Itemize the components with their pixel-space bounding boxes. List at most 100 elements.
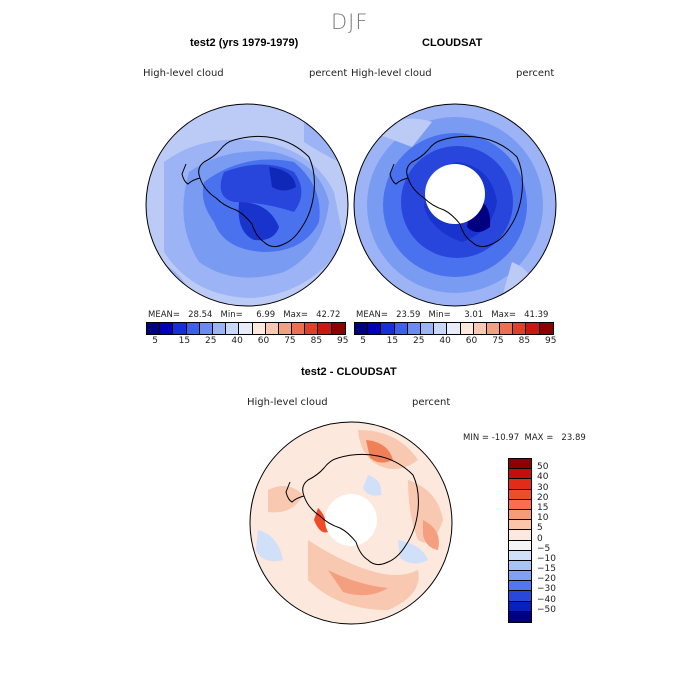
diff-colorbar-swatch [509, 581, 531, 592]
diff-colorbar-swatch [509, 601, 531, 612]
diff-colorbar-swatch [509, 550, 531, 561]
diff-colorbar-label: −20 [537, 574, 556, 585]
colorbar-swatch [173, 323, 187, 334]
colorbar-tick-label: 95 [545, 336, 557, 346]
colorbar-tick-label: 40 [439, 336, 451, 346]
panel2-variable-label: High-level cloud [351, 68, 432, 79]
diff-colorbar-label: −40 [537, 594, 556, 605]
panel2-antarctica-coastline [389, 135, 523, 248]
colorbar-tick-label: 25 [412, 336, 425, 346]
diff-colorbar-swatch [509, 591, 531, 602]
colorbar-swatch [226, 323, 240, 334]
diff-colorbar-label: 10 [537, 513, 549, 524]
colorbar-swatch [500, 323, 514, 334]
colorbar-tick-label: 75 [492, 336, 504, 346]
panel1-polar-map [145, 103, 349, 307]
colorbar-tick-label: 60 [257, 336, 270, 346]
diff-colorbar-swatch [509, 469, 531, 480]
colorbar-swatch [239, 323, 253, 334]
page-title: DJF [331, 10, 369, 34]
colorbar-swatch [381, 323, 395, 334]
panel1-stats: MEAN= 28.54 Min= 6.99 Max= 42.72 [148, 310, 341, 320]
diff-title: test2 - CLOUDSAT [301, 366, 397, 378]
colorbar-swatch [407, 323, 421, 334]
colorbar-swatch [160, 323, 174, 334]
diff-missing-data-hole [325, 494, 377, 546]
colorbar-swatch [434, 323, 448, 334]
colorbar-tick-label: 85 [310, 336, 323, 346]
colorbar-swatch [199, 323, 213, 334]
diff-colorbar-label: 20 [537, 492, 549, 503]
diff-colorbar-swatch [509, 499, 531, 510]
diff-variable-label: High-level cloud [247, 397, 328, 408]
diff-minmax: MIN = -10.97 MAX = 23.89 [463, 433, 586, 443]
panel2-title: CLOUDSAT [422, 37, 483, 49]
colorbar-tick-label: 15 [178, 336, 191, 346]
colorbar-swatch [368, 323, 382, 334]
colorbar-swatch [212, 323, 227, 334]
panel2-stats: MEAN= 23.59 Min= 3.01 Max= 41.39 [356, 310, 549, 320]
diff-colorbar [508, 458, 532, 623]
colorbar-swatch [473, 323, 487, 334]
diff-colorbar-label: −15 [537, 564, 556, 575]
colorbar-tick-label: 75 [284, 336, 296, 346]
diff-colorbar-label: 15 [537, 502, 549, 513]
colorbar-swatch [318, 323, 332, 334]
diff-colorbar-swatch [509, 530, 531, 541]
colorbar-tick-label: 5 [152, 336, 158, 346]
colorbar-swatch [460, 323, 474, 334]
diff-colorbar-swatch [509, 540, 531, 551]
colorbar-tick-label: 60 [465, 336, 478, 346]
panel1-colorbar-ticks: 5 15 25 40 60 75 85 95 [146, 336, 348, 348]
diff-colorbar-labels: 50 40 30 20 15 10 5 0 −5 −10 −15 −20 −30 −40 −50 [537, 458, 577, 621]
diff-antarctica-coastline [285, 453, 419, 566]
panel2-colorbar [354, 322, 554, 335]
panel2-colorbar-ticks: 5 15 25 40 60 75 85 95 [354, 336, 556, 348]
diff-colorbar-label: 50 [537, 462, 549, 473]
colorbar-swatch [265, 323, 279, 334]
colorbar-tick-label: 5 [360, 336, 366, 346]
panel2-units-label: percent [516, 68, 555, 79]
colorbar-swatch [447, 323, 461, 334]
colorbar-tick-label: 15 [386, 336, 399, 346]
diff-colorbar-swatch [509, 509, 531, 521]
panel2-polar-map [353, 103, 557, 307]
diff-colorbar-label: −30 [537, 584, 556, 595]
diff-colorbar-label: 5 [537, 523, 543, 534]
diff-colorbar-swatch [509, 520, 531, 531]
diff-colorbar-label: −5 [537, 543, 551, 554]
colorbar-swatch [539, 323, 553, 334]
diff-colorbar-swatch [509, 611, 531, 622]
diff-colorbar-label: 0 [537, 533, 543, 544]
colorbar-swatch [331, 323, 345, 334]
diff-colorbar-swatch [509, 459, 531, 470]
colorbar-swatch [513, 323, 527, 334]
colorbar-swatch [292, 323, 306, 334]
panel1-title: test2 (yrs 1979-1979) [190, 37, 299, 49]
panel2-missing-data-hole [425, 164, 485, 224]
colorbar-swatch [278, 323, 293, 334]
diff-polar-map [249, 421, 453, 625]
colorbar-swatch [252, 323, 266, 334]
diff-colorbar-swatch [509, 571, 531, 582]
panel1-colorbar [146, 322, 346, 335]
colorbar-swatch [394, 323, 408, 334]
diff-units-label: percent [412, 397, 451, 408]
diff-colorbar-swatch [509, 479, 531, 490]
diff-colorbar-label: −50 [537, 604, 556, 615]
colorbar-tick-label: 95 [337, 336, 349, 346]
panel1-units-label: percent [309, 68, 348, 79]
colorbar-swatch [486, 323, 501, 334]
colorbar-swatch [186, 323, 200, 334]
diff-colorbar-label: 40 [537, 472, 549, 483]
colorbar-swatch [305, 323, 319, 334]
colorbar-swatch [355, 323, 369, 334]
diff-colorbar-swatch [509, 489, 531, 500]
diff-colorbar-label: −10 [537, 553, 556, 564]
colorbar-tick-label: 85 [518, 336, 531, 346]
colorbar-swatch [420, 323, 435, 334]
diff-colorbar-label: 30 [537, 482, 549, 493]
colorbar-tick-label: 25 [204, 336, 217, 346]
colorbar-tick-label: 40 [231, 336, 243, 346]
colorbar-swatch [147, 323, 161, 334]
